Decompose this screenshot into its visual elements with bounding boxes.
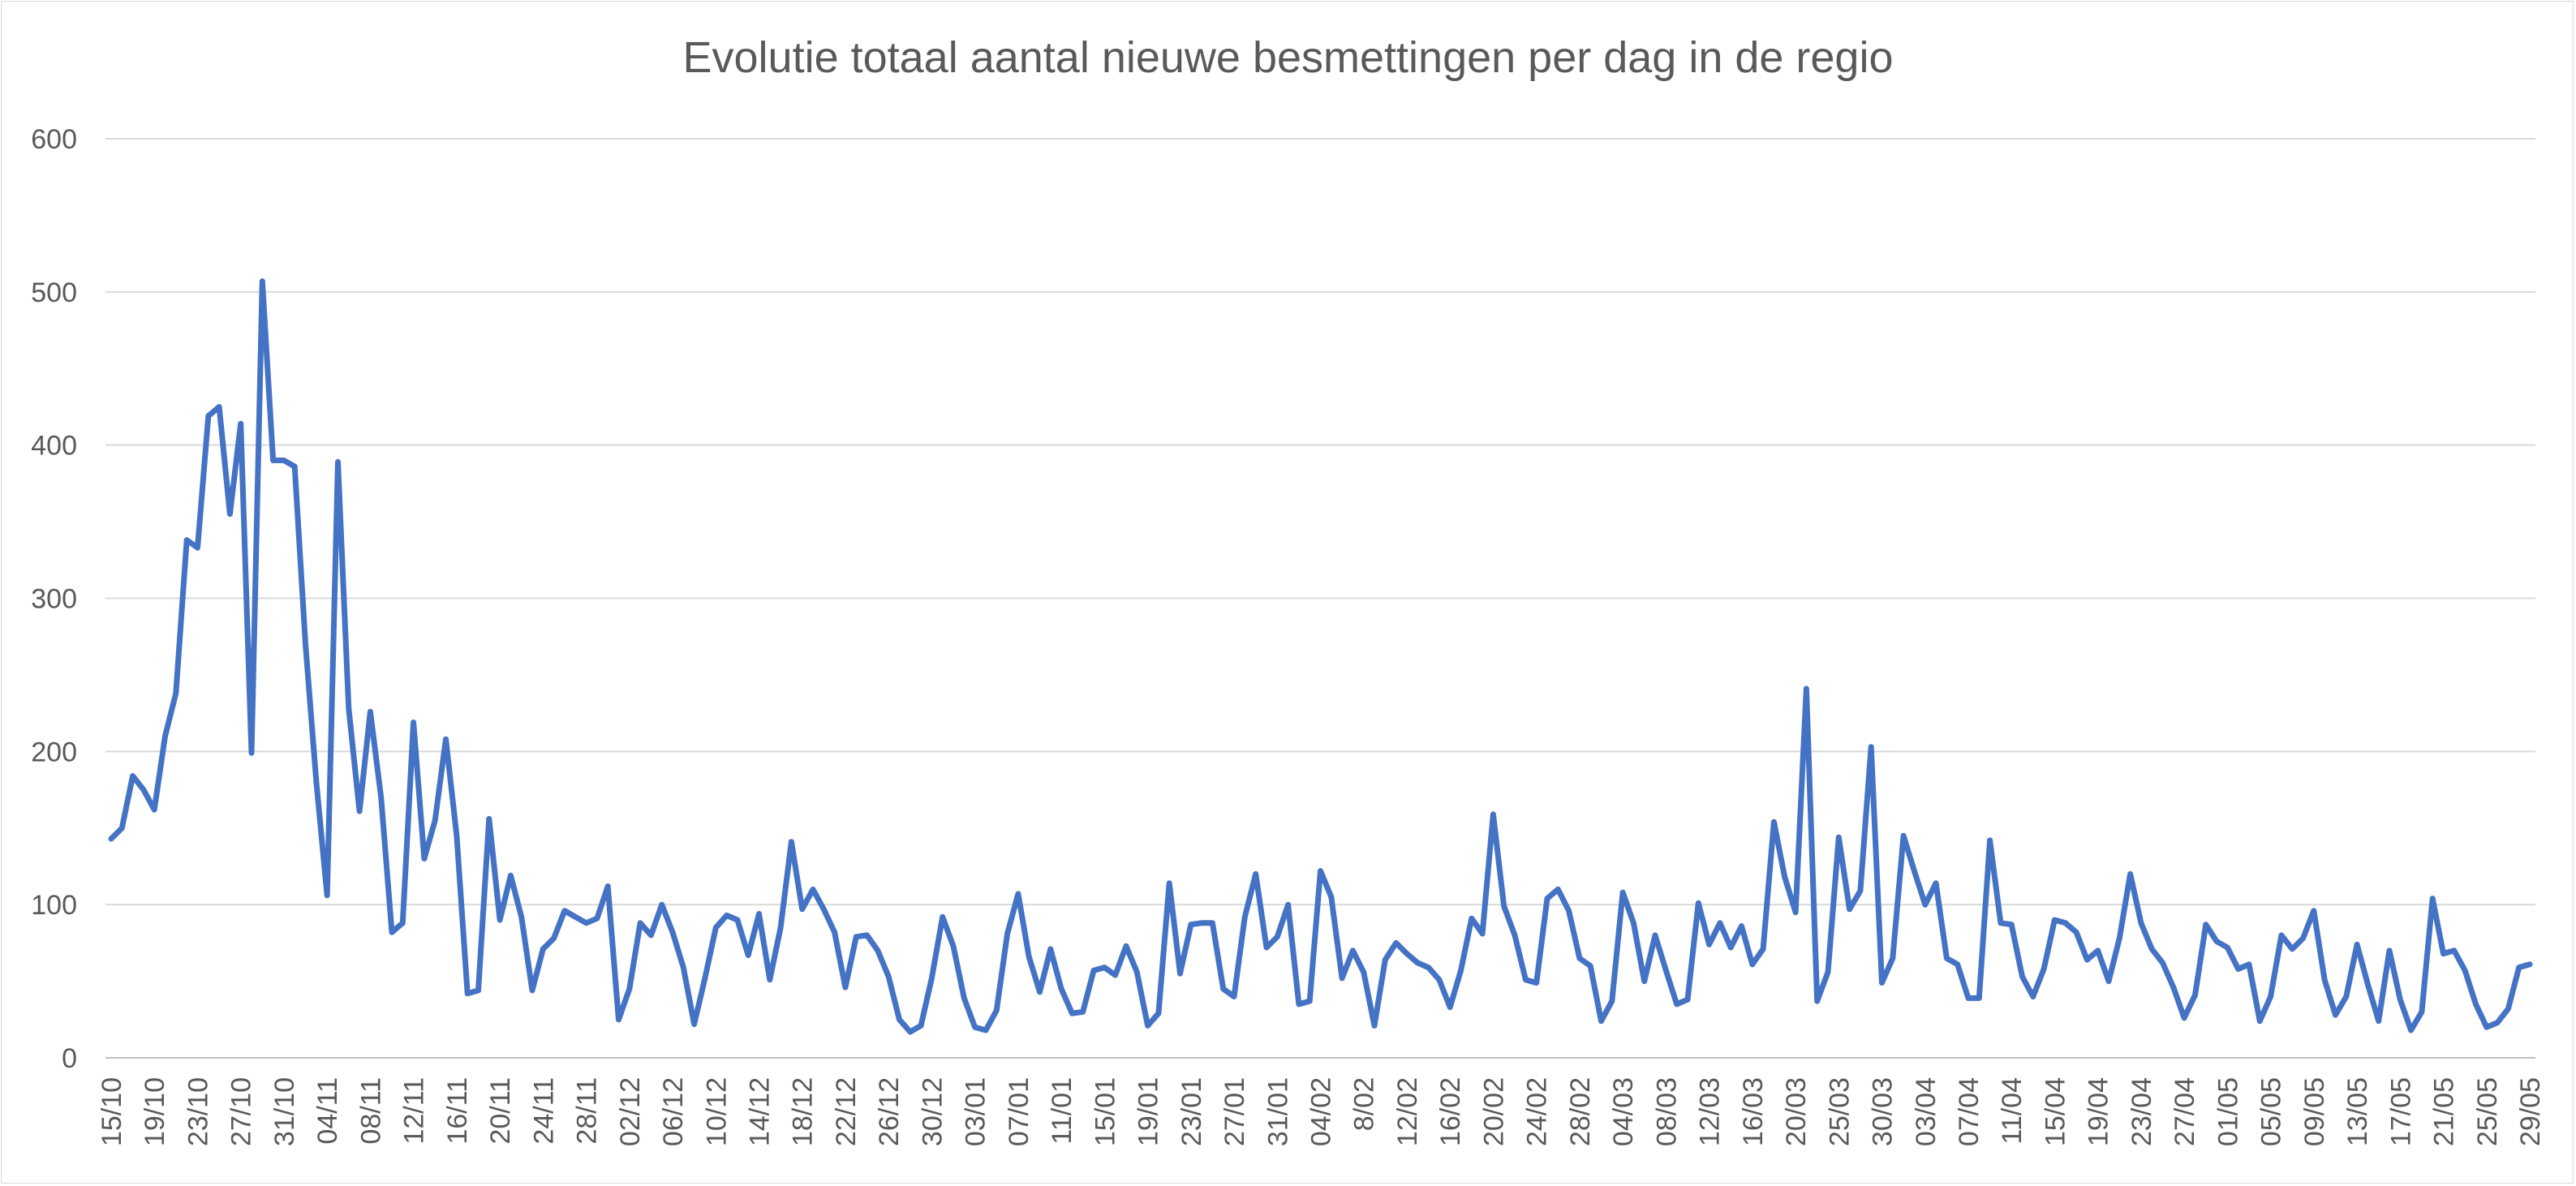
x-tick-label: 20/03 [1781,1077,1812,1146]
x-tick-label: 22/12 [831,1077,862,1146]
x-tick-label: 12/02 [1392,1077,1423,1146]
x-tick-label: 06/12 [658,1077,689,1146]
x-tick-label: 14/12 [744,1077,775,1146]
x-tick-label: 26/12 [874,1077,905,1146]
x-tick-label: 04/11 [312,1077,343,1145]
x-tick-label: 20/02 [1478,1077,1509,1146]
series-line [108,278,2533,1035]
x-tick-label: 31/01 [1262,1077,1293,1146]
x-tick-label: 16/11 [442,1077,473,1145]
x-tick-label: 25/05 [2472,1077,2503,1146]
chart-title: Evolutie totaal aantal nieuwe besmetting… [682,33,1894,82]
x-tick-label: 27/01 [1219,1077,1250,1146]
x-tick-label: 19/01 [1133,1077,1164,1146]
x-tick-label: 04/02 [1306,1077,1337,1146]
x-tick-label: 09/05 [2299,1077,2330,1146]
x-tick-label: 21/05 [2429,1077,2460,1146]
x-tick-label: 08/03 [1651,1077,1682,1146]
x-tick-label: 11/04 [1997,1077,2028,1145]
y-tick-label: 400 [31,431,77,462]
x-tick-label: 15/10 [97,1077,127,1146]
y-tick-label: 600 [31,124,77,155]
x-tick-label: 10/12 [701,1077,732,1146]
x-tick-label: 01/05 [2213,1077,2243,1146]
x-tick-label: 24/11 [528,1077,559,1145]
x-tick-label: 30/12 [917,1077,948,1146]
x-tick-label: 28/11 [572,1077,603,1145]
x-tick-label: 11/01 [1047,1077,1077,1145]
x-tick-label: 23/01 [1176,1077,1207,1146]
x-tick-label: 19/10 [140,1077,170,1146]
y-tick-label: 200 [31,737,77,767]
x-tick-label: 03/04 [1911,1077,1942,1146]
x-tick-label: 12/03 [1695,1077,1726,1146]
x-tick-label: 19/04 [2084,1077,2114,1146]
x-tick-label: 23/04 [2127,1077,2157,1146]
x-tick-label: 31/10 [269,1077,300,1146]
x-tick-label: 07/01 [1004,1077,1034,1146]
x-tick-label: 07/04 [1954,1077,1985,1146]
x-tick-label: 08/11 [355,1077,386,1145]
y-tick-label: 500 [31,277,77,308]
x-tick-label: 05/05 [2256,1077,2287,1146]
x-tick-label: 29/05 [2515,1077,2546,1146]
x-tick-label: 18/12 [788,1077,819,1146]
y-tick-label: 100 [31,890,77,921]
x-tick-label: 13/05 [2342,1077,2373,1146]
y-tick-label: 0 [62,1043,77,1074]
x-tick-label: 12/11 [399,1077,430,1145]
x-tick-label: 16/03 [1738,1077,1769,1146]
x-tick-label: 17/05 [2385,1077,2416,1146]
x-tick-label: 02/12 [615,1077,646,1146]
x-tick-label: 24/02 [1522,1077,1553,1146]
x-tick-label: 28/02 [1565,1077,1596,1146]
x-tick-label: 27/04 [2170,1077,2200,1146]
x-tick-label: 27/10 [226,1077,257,1146]
x-tick-label: 20/11 [485,1077,516,1145]
x-tick-label: 25/03 [1824,1077,1855,1146]
y-tick-label: 300 [31,584,77,615]
x-tick-label: 30/03 [1868,1077,1899,1146]
x-tick-label: 04/03 [1608,1077,1639,1146]
x-tick-label: 15/04 [2040,1077,2071,1146]
x-tick-label: 23/10 [183,1077,213,1146]
x-tick-label: 16/02 [1435,1077,1466,1146]
x-tick-label: 8/02 [1349,1077,1380,1131]
x-tick-label: 15/01 [1090,1077,1120,1146]
x-tick-label: 03/01 [961,1077,991,1146]
